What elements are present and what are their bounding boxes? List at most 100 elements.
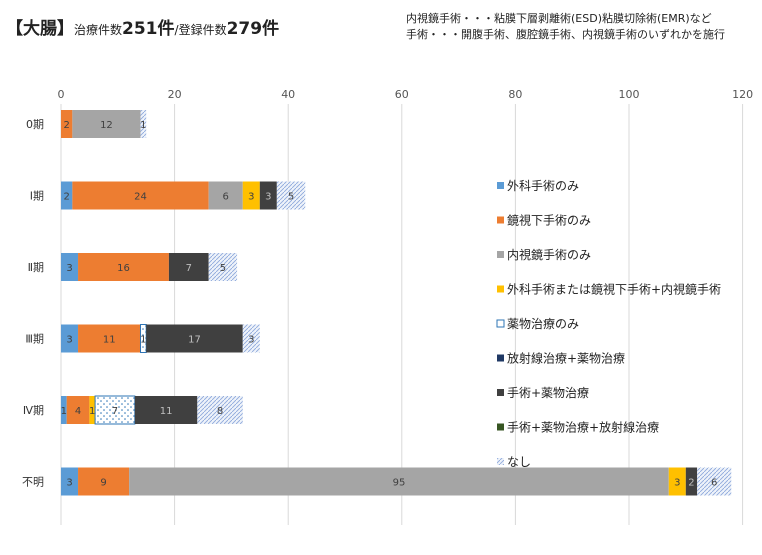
data-label: 11 [160,406,173,417]
chart-title: 【大腸】治療件数251件/登録件数279件 [6,14,279,39]
bar-segment [140,110,147,138]
legend-swatch [497,251,504,258]
bar-segment [61,324,79,353]
data-label: 3 [265,192,271,203]
data-label: 95 [393,478,406,489]
legend-swatch [497,285,504,293]
data-label: 12 [100,120,113,131]
data-label: 3 [248,192,254,203]
data-label: 2 [63,192,69,203]
bar-segment [668,467,686,496]
bar-segment [61,181,73,210]
data-label: 4 [75,406,81,417]
x-tick-label: 20 [168,88,182,101]
legend-swatch [497,389,504,396]
bar-segment [61,110,73,138]
legend-swatch [497,216,504,224]
bar-layer: 2 12 12 24 6 3 3 53 16 7 53 11 1 17 31 4 1 7 11 83 9 95 3 2 6 [61,110,732,496]
legend-label: 手術+薬物治療+放射線治療 [507,420,659,435]
legend-label: 内視鏡手術のみ [507,247,591,262]
title-treat-count: 251件 [122,19,175,39]
data-label: 1 [89,406,95,417]
x-tick-label: 100 [619,88,640,101]
category-label: Ⅱ期 [28,261,44,274]
title-bracket: 【大腸】 [6,19,74,39]
bar-segment [94,395,136,425]
title-reg-label: 登録件数 [178,23,227,37]
bar-segment [208,181,243,210]
bar-segment [134,396,198,424]
x-tick-label: 0 [58,88,65,101]
legend-swatch [497,458,504,465]
data-label: 7 [112,406,118,417]
data-label: 11 [103,335,116,346]
bar-segment [129,467,669,496]
bar-segment [66,396,90,424]
data-label: 6 [711,478,717,489]
category-label: 0期 [26,118,44,131]
bar-segment [242,324,260,353]
bar-segment [78,253,169,281]
legend-label: 薬物治療のみ [507,317,579,331]
data-label: 3 [66,335,72,346]
note-surgery: 手術・・・開腹手術、腹腔鏡手術、内視鏡手術のいずれかを施行 [406,28,725,41]
bar-segment [72,181,209,210]
title-treat-label: 治療件数 [74,23,123,37]
bar-segment [276,181,306,210]
legend-swatch [496,319,505,328]
bar-segment [697,467,732,496]
legend-swatch [497,423,504,431]
data-label: 1 [140,335,146,346]
data-label: 8 [217,406,223,417]
legend-swatch [497,182,504,189]
x-tick-label: 40 [281,88,295,101]
x-tick-label: 80 [508,88,522,101]
note-endoscopic: 内視鏡手術・・・粘膜下層剥離術(ESD)粘膜切除術(EMR)など [406,12,712,25]
bar-segment [259,181,277,210]
category-label: 不明 [22,476,44,489]
data-label: 7 [186,263,192,274]
bar-segment [72,110,141,138]
data-label: 3 [66,478,72,489]
category-label: Ⅲ期 [25,333,44,346]
legend-label: 鏡視下手術のみ [507,213,591,228]
data-label: 5 [220,263,226,274]
bar-segment [197,396,243,424]
chart-notes: 内視鏡手術・・・粘膜下層剥離術(ESD)粘膜切除術(EMR)など 手術・・・開腹… [406,11,725,43]
bar-segment [78,324,141,353]
data-label: 1 [140,120,146,131]
data-label: 24 [134,192,147,203]
x-tick-label: 60 [395,88,409,101]
data-label: 1 [61,406,67,417]
legend: 外科手術のみ鏡視下手術のみ内視鏡手術のみ外科手術または鏡視下手術+内視鏡手術薬物… [496,179,721,469]
legend-label: なし [507,455,531,469]
bar-segment [208,253,238,281]
bar-segment [146,324,243,353]
bar-segment [89,396,96,424]
data-label: 3 [66,263,72,274]
category-label: Ⅳ期 [23,404,44,417]
legend-label: 外科手術のみ [507,179,579,193]
category-label: Ⅰ期 [30,190,44,203]
data-label: 6 [223,192,229,203]
x-tick-labels: 0 20 40 60 80 100 120 [58,88,754,101]
data-label: 5 [288,192,294,203]
legend-label: 放射線治療+薬物治療 [507,351,625,366]
bar-segment [78,467,130,496]
bar-segment [685,467,698,496]
bar-segment [168,253,209,281]
legend-label: 手術+薬物治療 [507,386,589,400]
bar-segment [242,181,260,210]
title-reg-count: 279件 [226,19,280,39]
x-tick-label: 120 [732,88,753,101]
data-label: 2 [63,120,69,131]
grid-layer [60,104,744,525]
legend-label: 外科手術または鏡視下手術+内視鏡手術 [507,282,721,297]
data-label: 3 [674,478,680,489]
data-label: 3 [248,335,254,346]
title-separator: / [174,23,179,37]
bar-segment [61,253,79,281]
bar-segment [61,467,79,496]
legend-swatch [497,354,504,362]
